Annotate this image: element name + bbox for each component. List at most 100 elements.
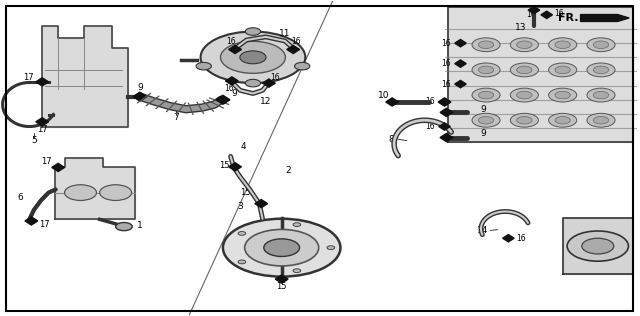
Polygon shape xyxy=(225,77,238,85)
Polygon shape xyxy=(287,46,300,53)
Circle shape xyxy=(548,63,577,77)
Circle shape xyxy=(223,219,340,276)
Circle shape xyxy=(294,62,310,70)
Circle shape xyxy=(548,38,577,52)
Text: 10: 10 xyxy=(378,91,390,100)
Text: 2: 2 xyxy=(285,166,291,175)
Polygon shape xyxy=(448,7,633,142)
Text: 15: 15 xyxy=(240,188,250,197)
Text: 9: 9 xyxy=(480,129,486,138)
Polygon shape xyxy=(541,11,552,19)
Polygon shape xyxy=(55,158,135,219)
Circle shape xyxy=(264,239,300,257)
Polygon shape xyxy=(455,40,467,47)
Circle shape xyxy=(516,117,532,124)
Circle shape xyxy=(555,41,570,49)
Text: 16: 16 xyxy=(442,39,451,48)
Circle shape xyxy=(510,38,538,52)
Text: 16: 16 xyxy=(426,98,435,106)
Polygon shape xyxy=(455,60,467,67)
Text: 16: 16 xyxy=(225,84,234,93)
Polygon shape xyxy=(455,80,467,88)
Polygon shape xyxy=(216,95,230,104)
Polygon shape xyxy=(563,218,633,274)
Polygon shape xyxy=(133,92,147,101)
Circle shape xyxy=(196,62,211,70)
Polygon shape xyxy=(52,163,65,172)
Text: 9: 9 xyxy=(480,105,486,114)
Text: 11: 11 xyxy=(279,29,291,38)
Circle shape xyxy=(516,41,532,49)
Polygon shape xyxy=(275,275,288,283)
Circle shape xyxy=(548,113,577,127)
Circle shape xyxy=(116,222,132,231)
Circle shape xyxy=(238,260,246,264)
Circle shape xyxy=(472,63,500,77)
Text: 12: 12 xyxy=(260,97,271,106)
Circle shape xyxy=(293,223,301,227)
Circle shape xyxy=(593,91,609,99)
Text: 16: 16 xyxy=(291,37,301,46)
Polygon shape xyxy=(439,123,451,130)
Polygon shape xyxy=(438,98,451,106)
Circle shape xyxy=(478,66,493,74)
Text: 3: 3 xyxy=(237,202,243,211)
Circle shape xyxy=(587,88,615,102)
Text: 16: 16 xyxy=(426,122,435,131)
Circle shape xyxy=(587,113,615,127)
Polygon shape xyxy=(25,217,38,225)
Polygon shape xyxy=(528,6,540,14)
Text: 17: 17 xyxy=(42,157,52,166)
Polygon shape xyxy=(440,133,453,142)
Circle shape xyxy=(582,238,614,254)
Circle shape xyxy=(240,51,266,64)
Circle shape xyxy=(472,38,500,52)
Circle shape xyxy=(587,38,615,52)
Circle shape xyxy=(548,88,577,102)
Polygon shape xyxy=(228,163,241,171)
Text: 8: 8 xyxy=(388,135,394,144)
Text: 16: 16 xyxy=(442,80,451,88)
Polygon shape xyxy=(36,118,49,126)
Text: FR.: FR. xyxy=(558,13,579,23)
Text: 17: 17 xyxy=(39,220,49,229)
Circle shape xyxy=(593,41,609,49)
Circle shape xyxy=(245,79,260,87)
Text: 16: 16 xyxy=(271,73,280,82)
Polygon shape xyxy=(386,98,399,106)
Circle shape xyxy=(100,185,132,200)
Text: 16: 16 xyxy=(226,37,236,46)
Circle shape xyxy=(516,66,532,74)
Circle shape xyxy=(593,66,609,74)
Text: 9: 9 xyxy=(231,89,237,98)
Text: 17: 17 xyxy=(37,125,47,134)
Circle shape xyxy=(478,41,493,49)
Circle shape xyxy=(200,32,305,83)
Text: 16: 16 xyxy=(526,10,536,19)
Text: 4: 4 xyxy=(241,143,246,151)
Text: 16: 16 xyxy=(442,59,451,68)
Circle shape xyxy=(293,269,301,273)
Circle shape xyxy=(65,185,97,200)
Text: 16: 16 xyxy=(555,9,564,18)
Text: 13: 13 xyxy=(515,23,527,32)
Circle shape xyxy=(555,117,570,124)
Text: 17: 17 xyxy=(23,73,33,82)
Circle shape xyxy=(593,117,609,124)
Polygon shape xyxy=(36,78,49,86)
Circle shape xyxy=(478,117,493,124)
Circle shape xyxy=(555,91,570,99)
Circle shape xyxy=(587,63,615,77)
Circle shape xyxy=(510,113,538,127)
Text: 15: 15 xyxy=(276,283,287,291)
Circle shape xyxy=(510,88,538,102)
Polygon shape xyxy=(228,46,241,53)
Circle shape xyxy=(327,246,335,250)
Text: 15: 15 xyxy=(219,161,230,170)
Polygon shape xyxy=(502,234,514,242)
Circle shape xyxy=(472,88,500,102)
Polygon shape xyxy=(42,26,129,126)
Circle shape xyxy=(510,63,538,77)
Text: 5: 5 xyxy=(31,136,36,145)
Circle shape xyxy=(516,91,532,99)
